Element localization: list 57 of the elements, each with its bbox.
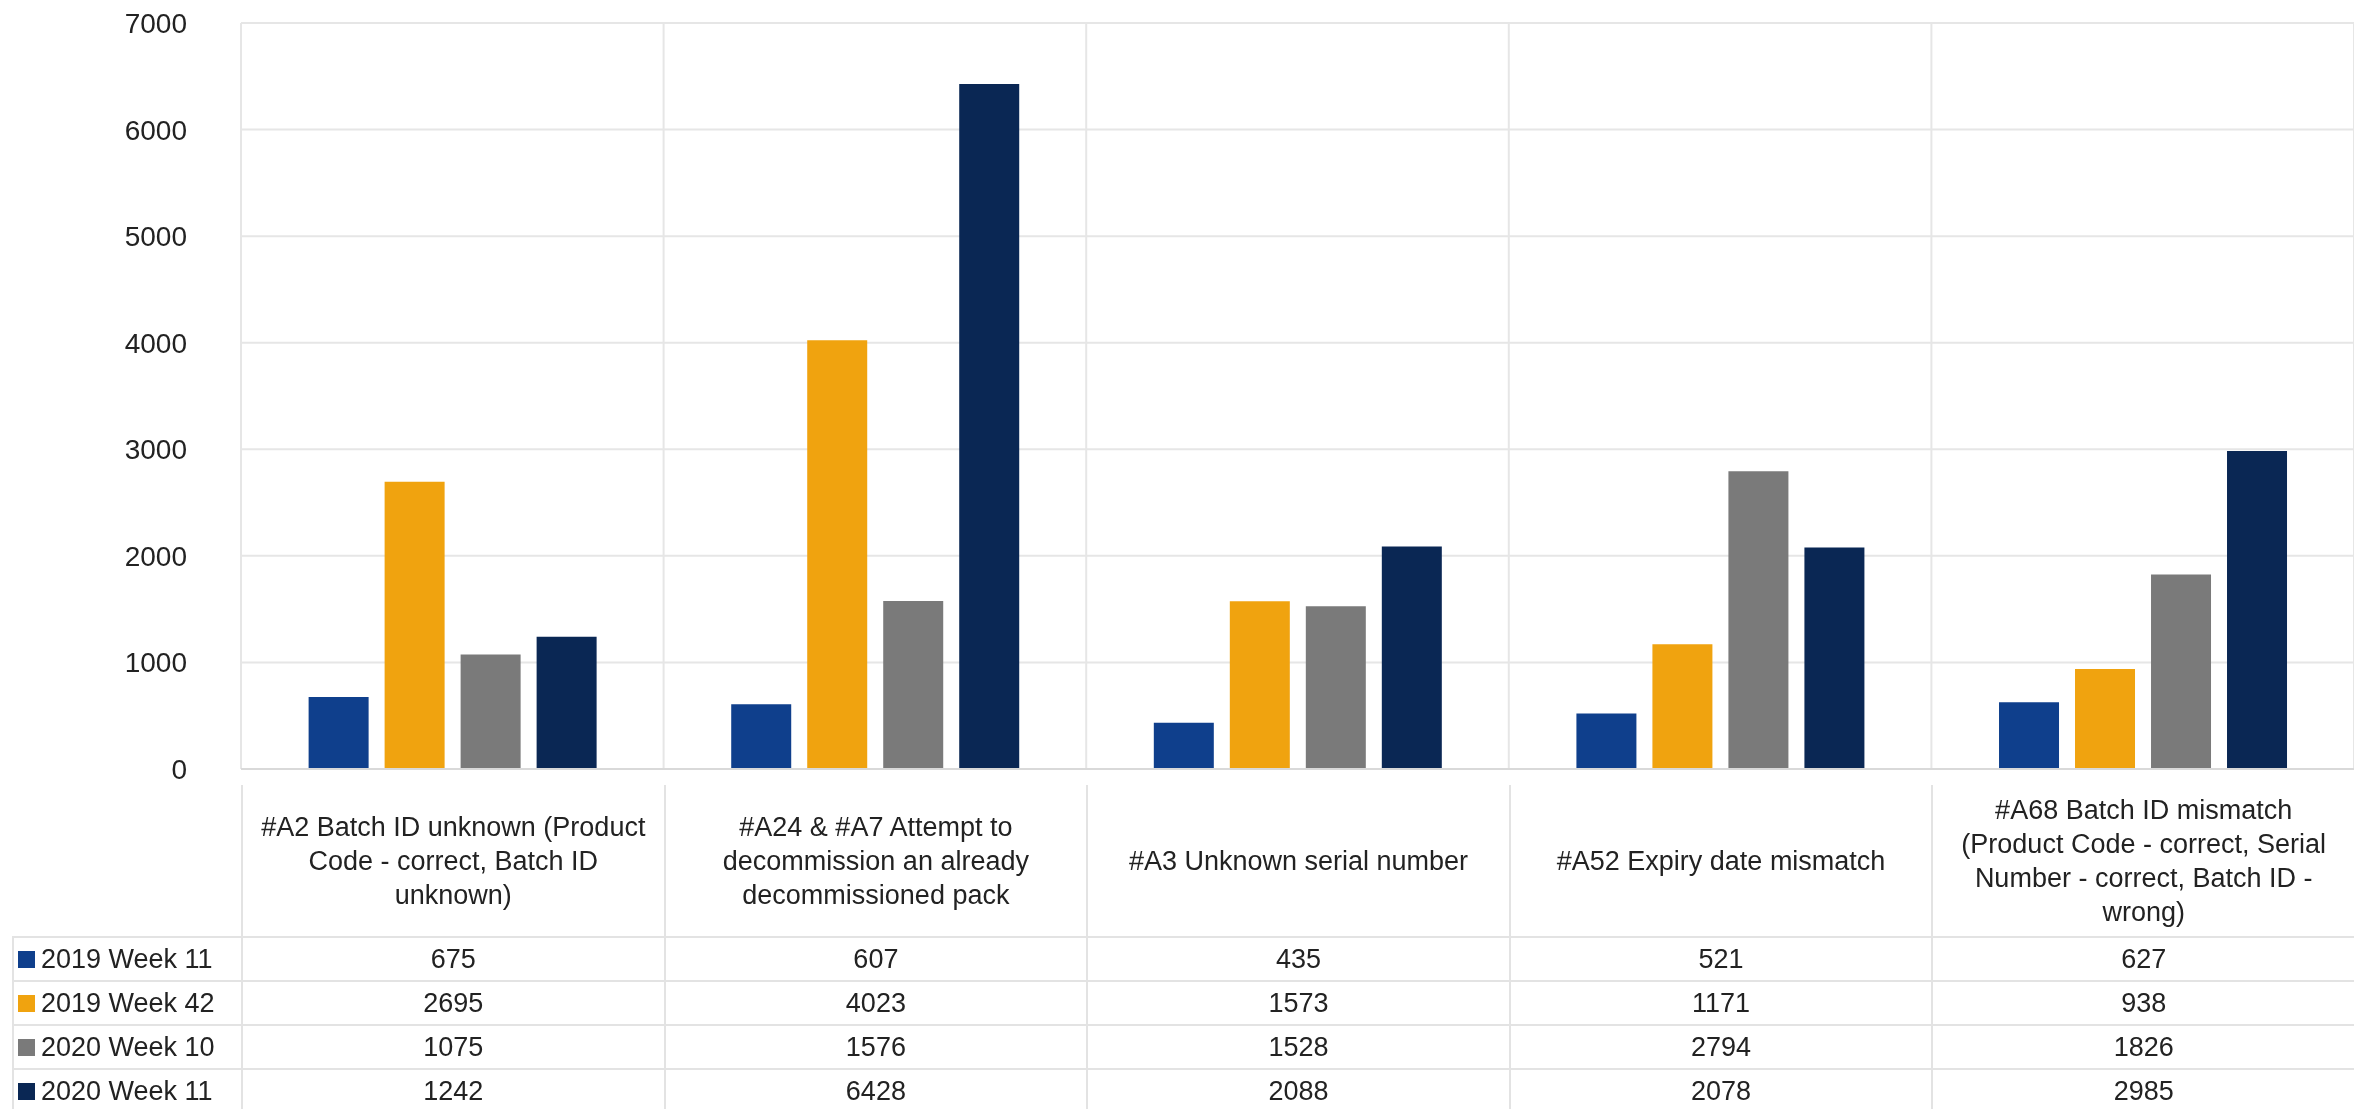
data-label: 938	[1932, 981, 2354, 1025]
legend-label: 2020 Week 11	[41, 1075, 213, 1106]
bar	[1576, 713, 1637, 769]
data-label: 2985	[1932, 1069, 2354, 1109]
data-label: 607	[664, 937, 1088, 981]
bar	[807, 340, 868, 769]
data-label: 1576	[664, 1025, 1088, 1069]
bar	[536, 636, 597, 769]
bar	[2227, 450, 2288, 769]
bar	[883, 601, 944, 769]
bar	[1381, 546, 1442, 769]
data-label: 2794	[1509, 1025, 1933, 1069]
data-label: 675	[242, 937, 665, 981]
legend-label: 2020 Week 10	[41, 1031, 215, 1062]
bar	[2075, 669, 2136, 769]
bar	[1652, 644, 1713, 769]
data-label: 521	[1509, 937, 1933, 981]
y-tick-label: 3000	[124, 434, 187, 466]
y-tick-label: 2000	[124, 540, 187, 572]
data-label: 435	[1087, 937, 1510, 981]
bar	[384, 481, 445, 769]
y-tick-label: 1000	[124, 647, 187, 679]
x-tick-label: #A3 Unknown serial number	[1128, 845, 1469, 876]
data-label: 2088	[1087, 1069, 1510, 1109]
bar	[460, 654, 521, 769]
x-tick-label: #A2 Batch ID unknown (Product Code - correct, Batch ID unknown)	[261, 811, 646, 910]
x-tick-label: #A68 Batch ID mismatch (Product Code - correct, Serial Number - correct, Batch ID - wrong)	[1961, 794, 2326, 927]
legend-label: 2019 Week 42	[41, 987, 215, 1018]
data-label: 627	[1932, 937, 2354, 981]
data-label: 2078	[1509, 1069, 1933, 1109]
data-label: 1171	[1509, 981, 1933, 1025]
bar	[959, 83, 1020, 769]
y-tick-label: 7000	[124, 7, 187, 39]
bar	[1999, 702, 2060, 769]
y-tick-label: 0	[171, 753, 187, 785]
data-label: 1075	[242, 1025, 665, 1069]
x-tick-label: #A24 & #A7 Attempt to decommission an already decommissioned pack	[722, 811, 1029, 910]
bar	[1153, 722, 1214, 769]
bar	[1229, 601, 1290, 769]
data-label: 1573	[1087, 981, 1510, 1025]
y-tick-label: 5000	[124, 221, 187, 253]
data-label: 2695	[242, 981, 665, 1025]
data-label: 6428	[664, 1069, 1088, 1109]
data-label: 1242	[242, 1069, 665, 1109]
legend-label: 2019 Week 11	[41, 943, 213, 974]
bar	[308, 697, 369, 769]
bar	[1804, 547, 1865, 769]
bar	[1305, 606, 1366, 769]
y-tick-label: 4000	[124, 327, 187, 359]
bar	[731, 704, 792, 769]
bar	[1728, 471, 1789, 769]
bar	[2151, 574, 2212, 769]
data-label: 1826	[1932, 1025, 2354, 1069]
y-tick-label: 6000	[124, 114, 187, 146]
data-label: 4023	[664, 981, 1088, 1025]
data-label: 1528	[1087, 1025, 1510, 1069]
x-tick-label: #A52 Expiry date mismatch	[1556, 845, 1886, 876]
